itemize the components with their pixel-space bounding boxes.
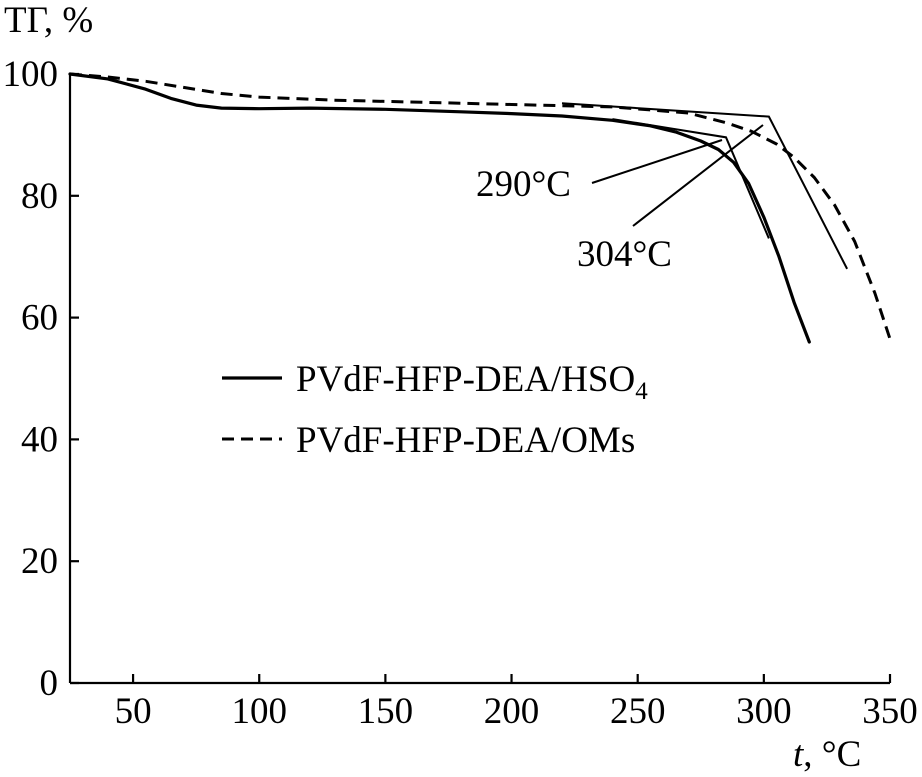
series-line-hso4 — [68, 72, 811, 344]
annotation-leader-304 — [632, 124, 764, 227]
x-tick-label: 200 — [484, 691, 540, 732]
x-axis-label-variable: t — [793, 734, 805, 775]
x-axis-label: t, °C — [793, 734, 861, 775]
axes — [68, 74, 890, 685]
legend-subscript: 4 — [635, 378, 648, 405]
x-tick-label: 50 — [115, 691, 152, 732]
x-axis-label-unit: , °C — [803, 734, 861, 775]
y-tick-label: 0 — [40, 663, 59, 704]
y-tick-label: 100 — [3, 54, 59, 95]
x-tick-label: 300 — [736, 691, 792, 732]
annotation-leader-290 — [591, 139, 723, 184]
y-tick-label: 20 — [21, 541, 58, 582]
y-axis-label: ТГ, % — [4, 0, 93, 41]
x-tick-label: 100 — [231, 691, 287, 732]
series-line-oms — [69, 72, 892, 340]
annotation-304: 304°C — [577, 234, 672, 275]
legend-label-oms: PVdF-HFP-DEA/OMs — [296, 420, 635, 461]
legend: PVdF-HFP-DEA/HSO4 PVdF-HFP-DEA/OMs — [222, 359, 648, 461]
annotation-290: 290°C — [476, 164, 571, 205]
x-tick-label: 350 — [862, 691, 918, 732]
y-tick-label: 60 — [21, 298, 58, 339]
x-tick-label: 250 — [610, 691, 666, 732]
y-tick-label: 80 — [21, 176, 58, 217]
data-series — [68, 72, 892, 344]
axis-ticks: 50 100 150 200 250 300 350 0 20 40 60 80 100 — [3, 54, 918, 732]
x-tick-label: 150 — [358, 691, 414, 732]
legend-label-hso4: PVdF-HFP-DEA/HSO4 — [296, 359, 648, 405]
y-tick-label: 40 — [21, 419, 58, 460]
